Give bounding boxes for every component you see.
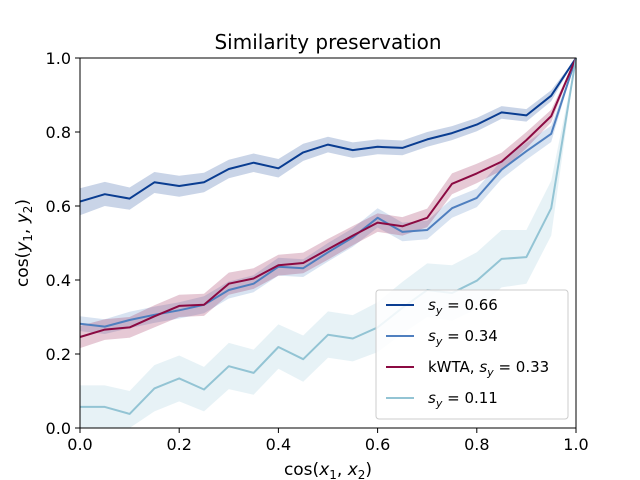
y-axis-ticks: 0.0 0.2 0.4 0.6 0.8 1.0	[46, 49, 80, 438]
x-tick-label-3: 0.6	[365, 435, 390, 454]
y-tick-label-1: 0.2	[46, 345, 71, 364]
series-lines	[79, 57, 577, 415]
line-series-0	[79, 57, 577, 203]
x-tick-label-5: 1.0	[563, 435, 588, 454]
x-tick-label-1: 0.2	[166, 435, 191, 454]
band-series-1	[80, 58, 576, 334]
y-axis-label: cos(y1, y2)	[13, 199, 35, 287]
x-tick-label-4: 0.8	[464, 435, 489, 454]
x-tick-label-2: 0.4	[266, 435, 291, 454]
y-tick-label-3: 0.6	[46, 197, 71, 216]
x-tick-label-0: 0.0	[67, 435, 92, 454]
y-tick-label-5: 1.0	[46, 49, 71, 68]
legend-entry-0: sy = 0.66	[428, 296, 498, 317]
y-tick-label-0: 0.0	[46, 419, 71, 438]
line-series-2	[79, 57, 577, 338]
y-tick-label-4: 0.8	[46, 123, 71, 142]
chart-title: Similarity preservation	[214, 30, 441, 54]
band-series-3	[80, 58, 576, 428]
x-axis-ticks: 0.0 0.2 0.4 0.6 0.8 1.0	[67, 428, 589, 454]
y-tick-label-2: 0.4	[46, 271, 71, 290]
legend-box	[375, 289, 569, 420]
axes-frame	[79, 57, 577, 429]
band-series-0	[80, 58, 576, 216]
x-axis-label: cos(x1, x2)	[284, 460, 372, 480]
line-series-3	[80, 57, 577, 415]
legend-entry-2: kWTA, sy = 0.33	[428, 358, 549, 379]
legend-entry-3: sy = 0.11	[428, 389, 498, 410]
legend-entry-1: sy = 0.34	[428, 327, 498, 348]
legend: sy = 0.66 sy = 0.34 kWTA, sy = 0.33 sy =…	[375, 289, 569, 420]
